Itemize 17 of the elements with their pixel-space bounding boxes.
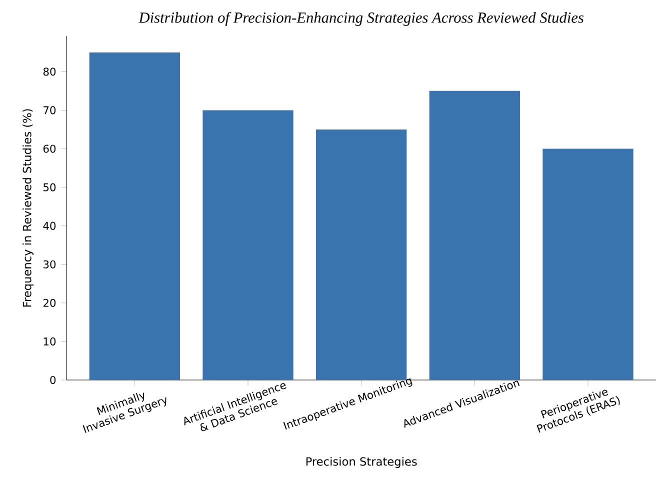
y-tick-label: 50	[44, 183, 56, 192]
bar	[429, 90, 520, 380]
y-tick-label: 0	[50, 376, 56, 384]
y-tick-label: 70	[44, 106, 56, 114]
y-tick-label: 40	[43, 222, 56, 230]
y-tick-label: 60	[43, 144, 56, 153]
y-tick-label: 30	[44, 260, 56, 268]
bar	[202, 110, 294, 380]
bar	[542, 148, 634, 380]
y-tick-label: 20	[43, 298, 56, 307]
y-axis-title: Frequency in Reviewed Studies (%)	[22, 109, 34, 307]
chart-title: Distribution of Precision-Enhancing Strategies Across Reviewed Studies	[138, 12, 584, 26]
y-tick-label: 10	[44, 337, 56, 346]
y-tick-label: 80	[43, 67, 56, 76]
bar	[316, 129, 407, 380]
bar	[89, 52, 180, 380]
x-axis-title: Precision Strategies	[306, 456, 417, 468]
